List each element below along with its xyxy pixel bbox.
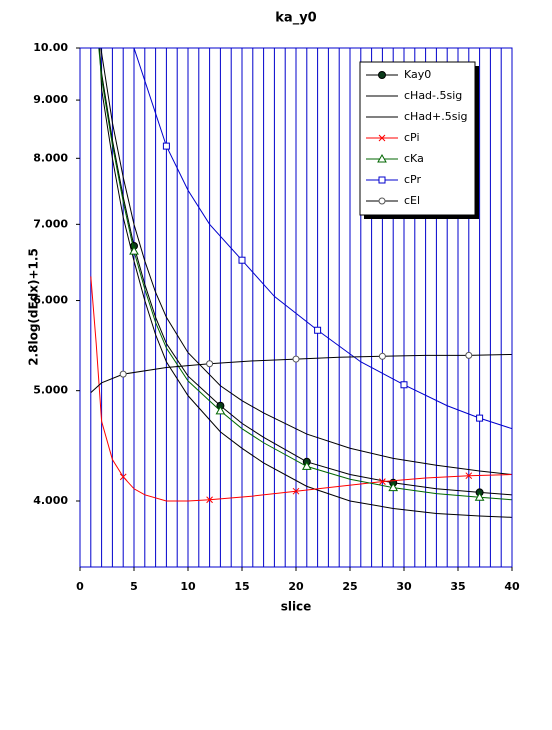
legend-label: cEl: [404, 194, 420, 207]
marker: [162, 142, 170, 150]
series-line: [99, 48, 512, 518]
marker: [129, 246, 139, 255]
marker: [119, 370, 127, 378]
y-tick-label: 10.00: [33, 41, 68, 54]
x-tick-label: 0: [76, 580, 84, 593]
y-tick-label: 6.000: [33, 294, 68, 307]
series-line: [133, 48, 512, 430]
x-tick-label: 30: [396, 580, 412, 593]
marker: [206, 360, 214, 368]
x-tick-label: 20: [288, 580, 304, 593]
marker: [215, 405, 226, 415]
marker: [301, 461, 312, 470]
legend: Kay0 cHad-.5sig cHad+.5sig cPi cKa cPr cEl: [359, 61, 479, 219]
marker: [292, 487, 300, 495]
x-tick-label: 5: [130, 580, 138, 593]
marker: [378, 352, 386, 360]
legend-label: cPi: [404, 131, 420, 144]
x-tick-label: 40: [504, 580, 520, 593]
grid: [90, 48, 502, 567]
y-tick-label: 5.000: [33, 384, 68, 397]
legend-label: Kay0: [404, 68, 431, 81]
marker: [476, 414, 484, 422]
chart-title: ka_y0: [275, 11, 316, 26]
y-axis-label: 2.8log(dEdx)+1.5: [27, 248, 41, 366]
plot-lines: [90, 48, 512, 518]
x-tick-label: 35: [450, 580, 465, 593]
marker: [378, 71, 386, 79]
marker: [378, 134, 386, 142]
y-tick-label: 8.000: [33, 151, 68, 164]
marker: [465, 472, 473, 480]
marker: [379, 478, 386, 485]
series-line: [90, 276, 512, 502]
series-line: [98, 48, 512, 501]
series-line: [100, 48, 512, 476]
marker: [400, 381, 408, 389]
y-tick-label: 9.000: [33, 93, 68, 106]
x-tick-label: 25: [342, 580, 357, 593]
x-axis-label: slice: [281, 600, 312, 614]
marker: [206, 496, 213, 504]
marker: [314, 326, 322, 334]
series-line: [90, 353, 512, 394]
y-tick-label: 4.000: [33, 494, 68, 507]
marker: [378, 197, 386, 205]
marker: [474, 492, 485, 501]
legend-label: cHad+.5sig: [404, 110, 468, 123]
legend-label: cKa: [404, 152, 424, 165]
marker: [465, 351, 473, 359]
marker: [388, 482, 399, 492]
legend-label: cHad-.5sig: [404, 89, 462, 102]
axes: 0 5 10 15 20 25 30 35 40 4.000 5.000 6.000 7.000 8.00…: [33, 41, 520, 593]
marker: [119, 473, 127, 481]
series-line: [98, 48, 512, 496]
marker: [377, 153, 387, 163]
x-tick-label: 10: [180, 580, 196, 593]
y-tick-label: 7.000: [33, 217, 68, 230]
marker: [238, 256, 246, 264]
marker: [378, 176, 386, 184]
marker: [292, 355, 300, 363]
x-tick-label: 15: [234, 580, 249, 593]
legend-label: cPr: [404, 173, 421, 186]
